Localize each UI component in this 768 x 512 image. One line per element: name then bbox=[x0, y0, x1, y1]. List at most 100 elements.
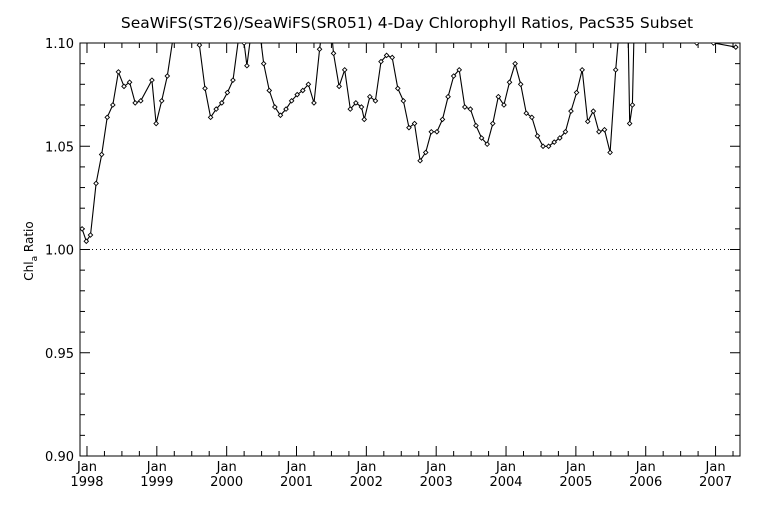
data-point bbox=[104, 114, 111, 121]
x-tick-label-year: 2007 bbox=[699, 475, 732, 490]
data-point bbox=[601, 126, 608, 133]
data-point bbox=[501, 102, 507, 108]
y-tick-label: 0.95 bbox=[45, 347, 74, 362]
data-point bbox=[299, 87, 306, 94]
x-tick-label-month: Jan bbox=[216, 460, 237, 475]
data-point bbox=[213, 106, 220, 112]
data-point bbox=[158, 97, 165, 104]
y-tick-label: 1.00 bbox=[45, 244, 74, 259]
data-point bbox=[523, 110, 530, 117]
data-point bbox=[83, 238, 90, 245]
data-point bbox=[428, 128, 435, 135]
data-point bbox=[196, 43, 203, 48]
data-point bbox=[489, 120, 496, 127]
x-tick-label-month: Jan bbox=[425, 460, 446, 475]
data-point bbox=[389, 54, 396, 61]
x-tick-label-month: Jan bbox=[495, 460, 516, 475]
data-point bbox=[540, 143, 546, 150]
data-point bbox=[545, 143, 552, 150]
data-point bbox=[311, 100, 317, 106]
data-point bbox=[241, 43, 247, 46]
data-point bbox=[484, 141, 491, 148]
data-point bbox=[164, 73, 171, 79]
data-point bbox=[517, 81, 524, 88]
series-layer bbox=[80, 0, 739, 245]
data-point bbox=[456, 67, 463, 73]
x-tick-label-year: 2003 bbox=[420, 475, 453, 490]
data-point bbox=[330, 50, 337, 57]
x-tick-label-year: 2005 bbox=[559, 475, 592, 490]
data-point bbox=[260, 60, 267, 67]
data-point bbox=[153, 120, 159, 127]
x-tick-label-year: 2001 bbox=[280, 475, 313, 490]
data-point bbox=[590, 108, 597, 114]
data-point bbox=[305, 81, 312, 88]
data-point bbox=[244, 62, 250, 69]
x-tick-label-month: Jan bbox=[355, 460, 376, 475]
data-point bbox=[218, 100, 225, 106]
y-tick-label: 1.05 bbox=[45, 140, 74, 155]
data-point bbox=[121, 83, 127, 90]
data-point bbox=[534, 133, 541, 139]
data-point bbox=[434, 128, 440, 135]
y-axis-label-subscript: a bbox=[30, 256, 40, 262]
data-point bbox=[323, 4, 327, 8]
data-point bbox=[612, 67, 619, 73]
data-point bbox=[461, 104, 468, 110]
data-point bbox=[132, 100, 139, 106]
data-point bbox=[239, 4, 243, 8]
data-point bbox=[367, 93, 373, 100]
data-point bbox=[495, 93, 502, 100]
data-point bbox=[149, 77, 155, 84]
data-point bbox=[579, 67, 585, 73]
data-point bbox=[556, 135, 563, 141]
data-point bbox=[347, 106, 354, 112]
data-point bbox=[383, 52, 390, 59]
data-point bbox=[230, 77, 236, 84]
data-point bbox=[450, 73, 457, 79]
data-point bbox=[467, 106, 474, 112]
x-tick-label-month: Jan bbox=[565, 460, 586, 475]
data-point bbox=[626, 120, 633, 127]
x-tick-label-month: Jan bbox=[76, 460, 97, 475]
y-axis-label-suffix: Ratio bbox=[22, 221, 36, 256]
data-point bbox=[710, 43, 717, 46]
data-point bbox=[294, 91, 301, 98]
data-point bbox=[411, 120, 418, 127]
x-tick-label-year: 2006 bbox=[629, 475, 662, 490]
data-point bbox=[529, 114, 535, 121]
data-point bbox=[353, 100, 359, 106]
data-point bbox=[115, 69, 122, 75]
x-tick-label-month: Jan bbox=[285, 460, 306, 475]
data-point bbox=[176, 0, 180, 4]
data-point bbox=[422, 149, 429, 156]
data-point bbox=[619, 4, 623, 8]
x-tick-label-year: 1999 bbox=[140, 475, 173, 490]
data-point bbox=[341, 67, 348, 73]
data-point bbox=[568, 108, 574, 114]
data-point bbox=[400, 97, 407, 104]
data-point bbox=[316, 46, 323, 53]
x-tick-label-year: 2000 bbox=[210, 475, 243, 490]
x-axis: Jan1998Jan1999Jan2000Jan2001Jan2002Jan20… bbox=[70, 43, 734, 490]
data-point bbox=[358, 104, 365, 110]
data-point bbox=[551, 139, 558, 145]
data-point bbox=[596, 128, 602, 135]
data-point bbox=[288, 97, 295, 104]
data-point bbox=[93, 180, 99, 187]
x-tick-label-month: Jan bbox=[146, 460, 167, 475]
y-axis: 0.90 0.95 1.00 1.05 1.10 bbox=[45, 37, 740, 465]
series-line bbox=[81, 43, 736, 243]
data-point bbox=[126, 79, 133, 86]
data-point bbox=[98, 151, 105, 158]
data-point bbox=[224, 89, 231, 96]
x-tick-label-year: 2002 bbox=[350, 475, 383, 490]
data-point bbox=[478, 135, 485, 141]
data-point bbox=[283, 106, 289, 112]
data-point bbox=[137, 97, 144, 104]
data-point bbox=[693, 43, 700, 46]
y-axis-label: Chla Ratio bbox=[22, 221, 40, 280]
data-point bbox=[109, 102, 116, 108]
data-point bbox=[506, 79, 513, 86]
